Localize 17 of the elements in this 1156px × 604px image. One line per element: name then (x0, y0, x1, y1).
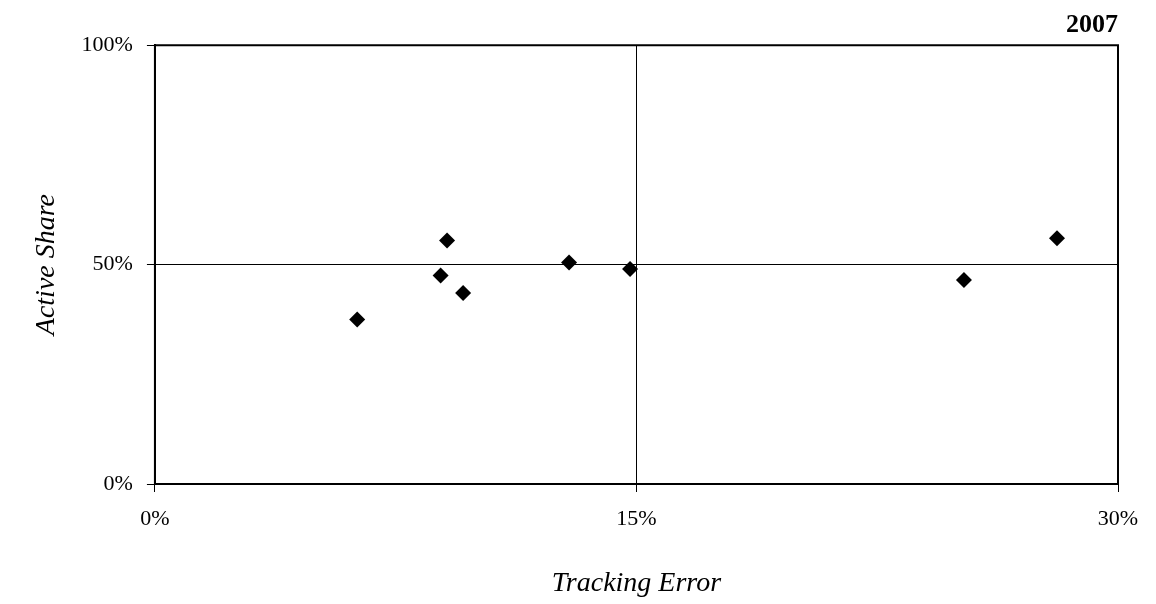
y-tick-label: 50% (92, 250, 133, 276)
y-tick-label: 0% (103, 469, 133, 495)
point (1049, 230, 1066, 247)
point (955, 271, 972, 288)
y-axis-title: Active Share (29, 193, 61, 338)
x-tick-label: 0% (140, 504, 170, 530)
point (455, 285, 472, 302)
point (561, 254, 578, 271)
x-tick-label: 15% (616, 504, 657, 530)
chart-title: 2007 (1066, 9, 1118, 39)
point (349, 311, 366, 328)
point (439, 232, 456, 249)
point (432, 267, 449, 284)
x-tick-label: 30% (1097, 504, 1139, 530)
y-tick-label: 100% (81, 30, 133, 56)
x-axis-title: Tracking Error (551, 565, 722, 597)
point (622, 260, 639, 277)
